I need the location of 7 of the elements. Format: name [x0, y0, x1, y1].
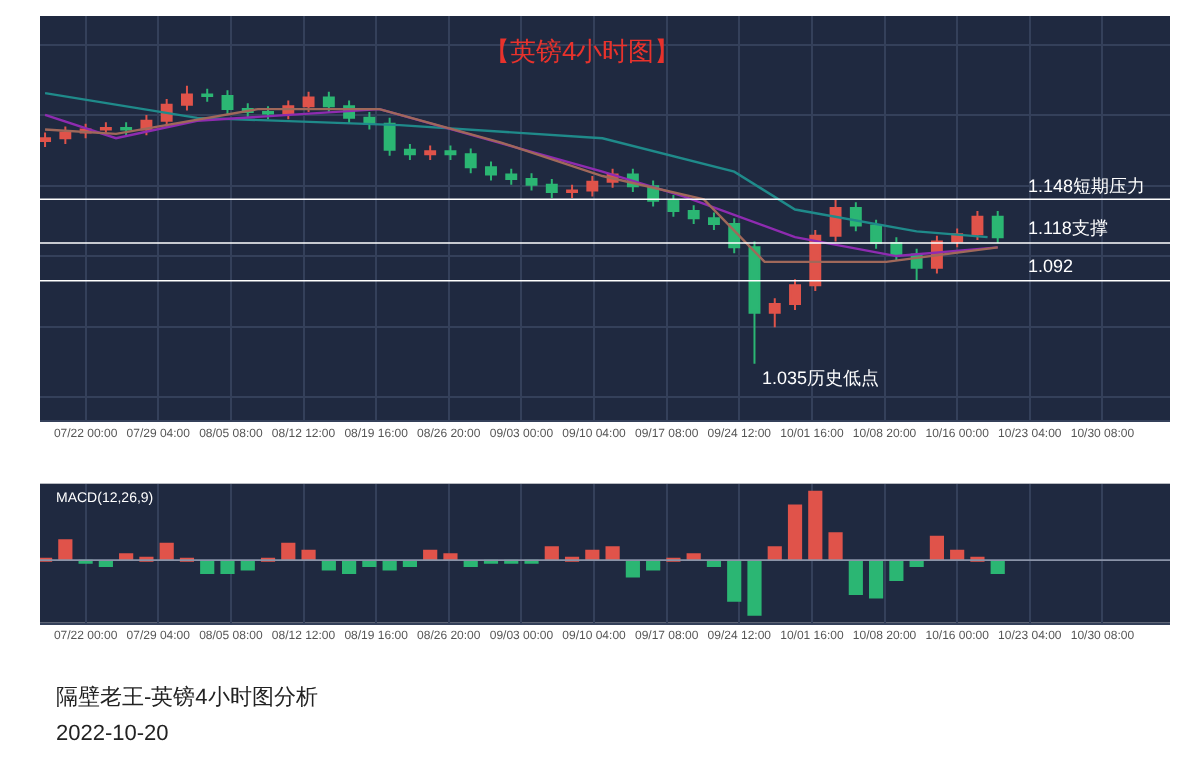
ref-line-label: 1.148短期压力 — [1028, 176, 1146, 196]
ref-line-label: 1.118支撑 — [1028, 218, 1108, 238]
text: 2022-10-20 — [56, 722, 169, 746]
text: 隔壁老王-英镑4小时图分析 — [56, 684, 318, 710]
ref-line-label: 1.092 — [1028, 256, 1074, 276]
text: 【英镑4小时图】 — [484, 36, 681, 66]
annotation: 1.035历史低点 — [762, 368, 880, 388]
